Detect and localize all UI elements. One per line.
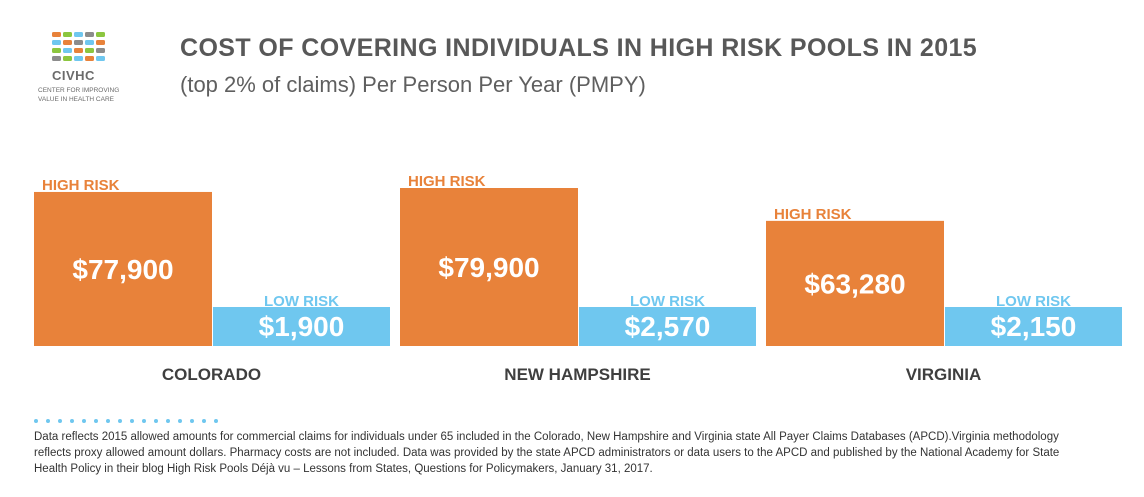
series-label-low-risk: LOW RISK — [630, 293, 705, 310]
data-label-low-risk: $2,570 — [625, 311, 711, 342]
data-label-high-risk: $79,900 — [438, 252, 539, 283]
bar-low-risk — [945, 307, 1122, 346]
bar-high-risk — [400, 188, 578, 346]
logo-wordmark: CIVHC — [52, 68, 95, 83]
bar-high-risk — [34, 191, 212, 346]
page-title: COST OF COVERING INDIVIDUALS IN HIGH RIS… — [180, 34, 978, 62]
logo-tagline-1: CENTER FOR IMPROVING — [38, 87, 120, 94]
data-label-high-risk: $63,280 — [804, 268, 905, 299]
page-subtitle: (top 2% of claims) Per Person Per Year (… — [180, 72, 646, 97]
bar-low-risk — [579, 307, 756, 346]
series-label-high-risk: HIGH RISK — [774, 206, 852, 223]
category-label: VIRGINIA — [906, 365, 982, 384]
series-label-low-risk: LOW RISK — [264, 293, 339, 310]
data-label-low-risk: $2,150 — [991, 311, 1077, 342]
bar-low-risk — [213, 307, 390, 346]
data-label-low-risk: $1,900 — [259, 311, 345, 342]
category-label: NEW HAMPSHIRE — [504, 365, 650, 384]
bar-high-risk — [766, 220, 944, 346]
series-label-high-risk: HIGH RISK — [42, 177, 120, 194]
series-label-high-risk: HIGH RISK — [408, 173, 486, 190]
category-label: COLORADO — [162, 365, 261, 384]
footer-dot-divider — [34, 419, 218, 423]
footnote: Data reflects 2015 allowed amounts for c… — [34, 431, 1060, 475]
series-label-low-risk: LOW RISK — [996, 293, 1071, 310]
data-label-high-risk: $77,900 — [72, 254, 173, 285]
logo-tagline-2: VALUE IN HEALTH CARE — [38, 96, 114, 103]
logo-mark-icon — [52, 32, 105, 61]
